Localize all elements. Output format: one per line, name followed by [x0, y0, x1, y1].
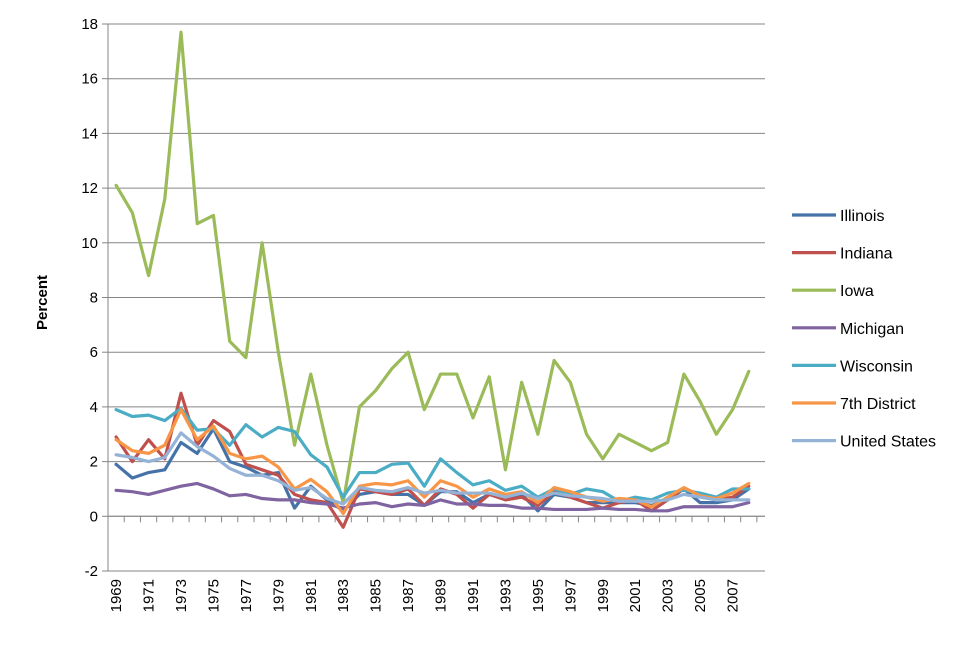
x-tick-label: 1987: [400, 579, 417, 612]
axes: -2 0 2 4 6 8 10 12 14 16 18 1969 1971 1973 1975 1977 197…: [81, 16, 765, 612]
x-tick-label: 1995: [530, 579, 547, 612]
legend-label: Michigan: [840, 321, 904, 338]
legend-item: Wisconsin: [792, 358, 913, 375]
legend-label: Wisconsin: [840, 358, 913, 375]
legend-label: 7th District: [840, 396, 916, 413]
y-tick-label: 0: [90, 508, 98, 525]
y-tick-label: 4: [90, 399, 98, 416]
y-tick-label: 10: [81, 235, 98, 252]
legend-label: United States: [840, 434, 936, 451]
x-tick-label: 1979: [270, 579, 287, 612]
x-tick-label: 2001: [627, 579, 644, 612]
x-tick-label: 1993: [497, 579, 514, 612]
legend-label: Illinois: [840, 208, 884, 225]
legend-label: Iowa: [840, 283, 874, 300]
y-tick-label: 12: [81, 180, 98, 197]
x-tick-label: 1975: [205, 579, 222, 612]
legend-item: United States: [792, 434, 936, 451]
y-tick-label: 18: [81, 16, 98, 33]
series-line-7th-district: [114, 408, 751, 516]
x-tick-label: 1985: [368, 579, 385, 612]
x-tick-label: 1977: [238, 579, 255, 612]
x-tick-label: 2007: [725, 579, 742, 612]
legend-item: Indiana: [792, 246, 893, 263]
x-tick-label: 1969: [108, 579, 125, 612]
x-tick-label: 1991: [465, 579, 482, 612]
series-lines: [114, 30, 751, 529]
x-tick-label: 2005: [692, 579, 709, 612]
legend: Illinois Indiana Iowa Michigan Wisconsin 7th …: [792, 208, 936, 451]
y-tick-label: -2: [85, 563, 98, 580]
series-line-michigan: [114, 481, 751, 513]
x-tick-label: 1999: [595, 579, 612, 612]
x-tick-label: 1989: [433, 579, 450, 612]
series-line-united-states: [114, 431, 751, 506]
y-tick-label: 2: [90, 454, 98, 471]
y-axis-title: Percent: [34, 275, 51, 330]
x-tick-label: 1983: [335, 579, 352, 612]
legend-item: Iowa: [792, 283, 874, 300]
x-tick-label: 1971: [141, 579, 158, 612]
legend-label: Indiana: [840, 246, 893, 263]
y-tick-label: 16: [81, 71, 98, 88]
legend-item: Michigan: [792, 321, 904, 338]
y-tick-label: 6: [90, 344, 98, 361]
legend-item: Illinois: [792, 208, 884, 225]
x-tick-label: 1973: [173, 579, 190, 612]
x-tick-label: 1997: [562, 579, 579, 612]
x-tick-label: 2003: [660, 579, 677, 612]
gridlines: [108, 23, 765, 572]
series-line-iowa: [114, 30, 751, 505]
legend-item: 7th District: [792, 396, 916, 413]
series-line-indiana: [114, 391, 751, 529]
y-tick-label: 14: [81, 125, 98, 142]
x-tick-label: 1981: [303, 579, 320, 612]
y-tick-label: 8: [90, 290, 98, 307]
